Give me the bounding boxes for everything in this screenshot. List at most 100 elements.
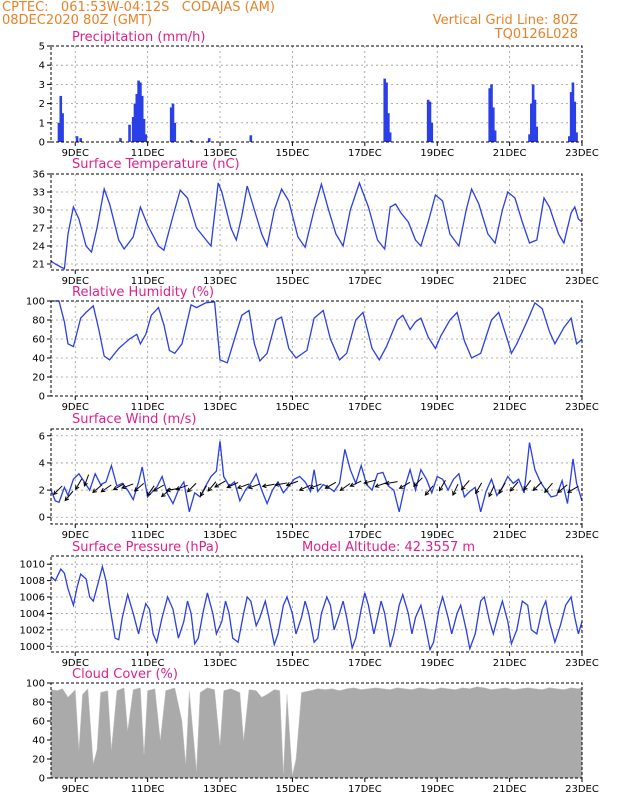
- panel-4-ytick-label: 0: [39, 513, 45, 524]
- panel-2-series-line: [50, 181, 583, 270]
- vertical-grid-info: Vertical Grid Line: 80Z: [432, 13, 578, 28]
- wind-arrow-head: [349, 482, 355, 487]
- wind-arrow-head: [452, 491, 457, 497]
- wind-arrow-shaft: [557, 484, 568, 493]
- wind-arrow-shaft: [510, 481, 519, 492]
- panel-1-bar: [249, 135, 253, 142]
- panel-1-ytick-label: 1: [39, 118, 45, 129]
- panel-1-bar: [573, 101, 577, 142]
- panel-5-xtick-label: 23DEC: [565, 658, 599, 669]
- panel-6-cloud-area: [50, 686, 583, 779]
- panel-1-bar: [169, 107, 173, 142]
- panel-1-bar: [385, 82, 388, 142]
- wind-arrow-shaft: [248, 483, 261, 489]
- wind-arrow-shaft: [187, 482, 197, 493]
- panel-1-xtick-label: 13DEC: [203, 148, 237, 159]
- panel-3-frame: [50, 300, 583, 397]
- panel-3-ytick-label: 60: [32, 335, 45, 346]
- panel-5-xtick-label: 21DEC: [493, 658, 527, 669]
- wind-arrow-shaft: [567, 485, 579, 493]
- panel-1-bar: [492, 107, 495, 142]
- wind-arrow-shaft: [310, 483, 322, 489]
- wind-arrow-head: [309, 484, 315, 490]
- wind-arrow-head: [236, 484, 242, 490]
- panel-4-series-line: [50, 441, 583, 512]
- panel-6-frame: [50, 682, 583, 779]
- panel-5-xtick-label: 19DEC: [420, 658, 454, 669]
- wind-arrow-shaft: [134, 482, 145, 492]
- wind-arrow-head: [261, 483, 267, 489]
- panel-4-xtick-label: 23DEC: [565, 530, 599, 541]
- wind-arrow-shaft: [214, 480, 226, 488]
- wind-arrow-shaft: [84, 474, 90, 487]
- wind-arrow-shaft: [75, 478, 83, 490]
- panel-1-frame: [50, 45, 583, 143]
- panel-1-ytick-label: 4: [39, 61, 45, 72]
- panel-3-ytick-label: 100: [26, 297, 45, 308]
- wind-arrow-shaft: [475, 482, 483, 494]
- panel-1-bar: [571, 82, 575, 142]
- wind-arrow-shaft: [439, 479, 446, 491]
- wind-arrow-head: [475, 489, 480, 495]
- panel-1-bar: [531, 84, 535, 142]
- wind-arrow-shaft: [53, 485, 63, 495]
- panel-1-bar: [430, 122, 434, 142]
- wind-arrow-shaft: [461, 480, 470, 490]
- wind-arrow-head: [363, 480, 369, 485]
- wind-arrow-head: [75, 485, 80, 491]
- panel-2-xtick-label: 19DEC: [420, 276, 454, 287]
- panel-2-ytick-label: 33: [32, 188, 45, 199]
- panel-1-bar: [488, 88, 491, 142]
- panel-2-xtick-label: 9DEC: [62, 276, 89, 287]
- panel-3-ytick-label: 0: [39, 392, 45, 403]
- panel-1-bar: [530, 103, 533, 142]
- header: CPTEC: 061:53W-04:12S CODAJAS (AM) 08DEC…: [0, 0, 618, 46]
- panel-4-xtick-label: 11DEC: [131, 530, 165, 541]
- panel-3-xtick-label: 19DEC: [420, 402, 454, 413]
- panel-2-xtick-label: 17DEC: [348, 276, 382, 287]
- panel-2-title: Surface Temperature (nC): [72, 157, 240, 172]
- panel-4-ytick-label: 4: [39, 458, 45, 469]
- panel-1-xtick-label: 23DEC: [565, 148, 599, 159]
- wind-arrow-shaft: [262, 483, 275, 487]
- panel-1-bar: [133, 103, 137, 142]
- wind-arrow-head: [339, 486, 345, 491]
- wind-arrow-head: [384, 480, 390, 486]
- panel-4-title: Surface Wind (m/s): [72, 412, 196, 427]
- wind-arrow-head: [83, 481, 88, 487]
- panel-3-xtick-label: 13DEC: [203, 402, 237, 413]
- wind-arrow-head: [247, 484, 253, 490]
- panel-2-frame: [50, 173, 583, 271]
- panel-4-xtick-label: 9DEC: [62, 530, 89, 541]
- panel-5-frame: [50, 555, 583, 653]
- wind-arrow-head: [133, 487, 139, 492]
- wind-arrow-head: [226, 483, 232, 489]
- panel-1-xtick-label: 17DEC: [348, 148, 382, 159]
- wind-arrow-shaft: [299, 484, 311, 491]
- wind-arrow-shaft: [176, 484, 188, 490]
- panel-2-xtick-label: 13DEC: [203, 276, 237, 287]
- panel-1-bar: [189, 140, 193, 142]
- panel-3-xtick-label: 11DEC: [131, 402, 165, 413]
- panel-5-xtick-label: 11DEC: [131, 658, 165, 669]
- panel-2-xtick-label: 23DEC: [565, 276, 599, 287]
- wind-arrow-shaft: [64, 490, 74, 501]
- panel-1-bar: [139, 82, 142, 142]
- panel-6-xtick-label: 9DEC: [62, 784, 89, 795]
- wind-arrow-head: [146, 491, 152, 497]
- wind-arrow-head: [509, 486, 515, 492]
- panel-5-ytick-label: 1004: [20, 609, 45, 620]
- panel-1-bar: [569, 92, 573, 142]
- panel-1-bar: [533, 99, 537, 142]
- panel-4-ytick-label: 2: [39, 486, 45, 497]
- wind-arrow-head: [52, 490, 58, 496]
- panel-2-ytick-label: 21: [32, 260, 45, 271]
- panel-1-xtick-label: 21DEC: [493, 148, 527, 159]
- panel-1-ytick-label: 5: [39, 42, 45, 53]
- run-date: 08DEC2020 80Z (GMT): [2, 13, 153, 28]
- panel-5-series-line: [50, 564, 583, 652]
- wind-arrow-shaft: [350, 480, 362, 487]
- wind-arrow-head: [438, 486, 444, 492]
- wind-arrow-shaft: [385, 481, 398, 485]
